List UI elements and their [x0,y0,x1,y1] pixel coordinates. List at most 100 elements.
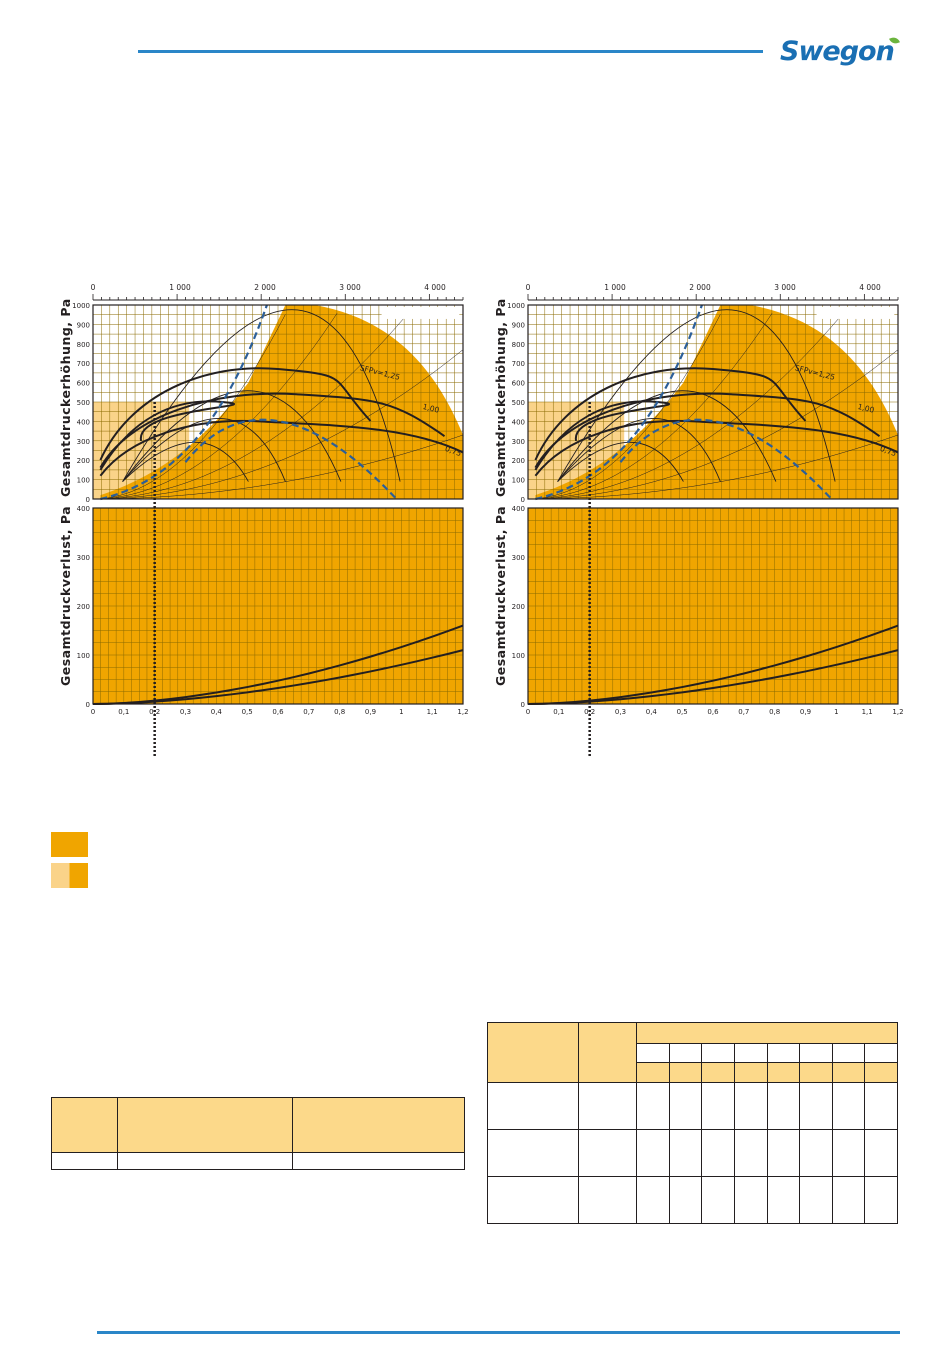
efficiency-arc [122,390,342,482]
table-left [51,1097,465,1170]
table-right-cell [733,1129,768,1177]
table-right-cell [864,1176,898,1224]
table-right-header-cell [636,1022,898,1044]
lower-y-axis-label-left: Gesamtdruckverlust, Pa [58,505,73,686]
lower-y-tick: 0 [86,701,90,709]
table-right-subheader-cell [668,1043,703,1063]
upper-y-tick: 200 [77,457,90,465]
table-right-cell [766,1176,801,1224]
lower-y-tick: 400 [512,505,525,513]
bottom-tick-label: 1,1 [862,708,873,716]
table-right-subheader-cell [733,1062,768,1083]
table-right-subheader-cell [701,1043,735,1063]
bottom-tick-label: 0,7 [303,708,314,716]
table-right-cell [636,1082,670,1130]
table-right-cell [636,1176,670,1224]
bottom-tick-label: 0,7 [738,708,749,716]
upper-y-tick: 400 [77,418,90,426]
swegon-logo: Swegon [780,36,895,67]
table-right-cell [701,1129,735,1177]
efficiency-arc [122,418,286,482]
bottom-tick-label: 0,4 [211,708,223,716]
legend-swatch-split [51,863,88,888]
efficiency-arc [122,309,401,482]
table-left-header-cell [117,1097,293,1153]
dashed-limit-curve [100,304,268,501]
fan-curve [534,400,670,471]
lower-y-tick: 200 [77,603,90,611]
fan-curve [534,419,899,477]
table-right-cell [701,1082,735,1130]
upper-y-tick: 1000 [507,302,525,310]
table-right-cell [831,1176,866,1224]
lower-y-tick: 300 [512,554,525,562]
upper-y-tick: 300 [512,438,525,446]
upper-y-axis-label-right: Gesamtdruckerhöhung, Pa [493,298,508,497]
bottom-tick-label: 0,6 [272,708,284,716]
system-curve [527,434,899,500]
system-curve [92,314,286,500]
table-right-subheader-cell [864,1043,898,1063]
bottom-tick-label: 0 [91,708,95,716]
bottom-tick-label: 1,1 [427,708,438,716]
table-right-subheader-cell [831,1043,866,1063]
fan-curve [99,392,446,469]
table-right-subheader-cell [701,1062,735,1083]
fan-curve [99,367,372,461]
table-right-subheader-cell [636,1043,670,1063]
bottom-tick-label: 0,8 [334,708,345,716]
bottom-tick-label: 0 [526,708,530,716]
lower-y-tick: 100 [77,652,90,660]
header-rule [138,50,763,53]
table-right-cell [799,1129,833,1177]
upper-y-tick: 900 [512,321,525,329]
top-tick-label: 2 000 [689,283,711,292]
table-right-subheader-cell [636,1062,670,1083]
lower-frame [527,507,899,705]
upper-y-tick: 600 [512,380,525,388]
lower-y-tick: 400 [77,505,90,513]
fan-curve [534,392,881,469]
upper-y-tick: 700 [512,360,525,368]
table-right-cell [864,1129,898,1177]
sfp-label: 1,00 [422,402,441,415]
table-right-cell [578,1129,637,1177]
table-left-header-cell [292,1097,465,1153]
system-curve [92,434,464,500]
lower-y-axis-label-right: Gesamtdruckverlust, Pa [493,505,508,686]
bottom-tick-label: 0,6 [707,708,719,716]
table-right-cell [799,1176,833,1224]
top-tick-label: 1 000 [604,283,626,292]
top-tick-label: 4 000 [859,283,881,292]
table-right-cell [733,1082,768,1130]
table-right-header-cell [578,1022,637,1083]
lower-frame [92,507,464,705]
label-box [816,306,895,319]
table-right-cell [487,1129,579,1177]
upper-y-tick: 400 [512,418,525,426]
table-left-cell [51,1152,118,1170]
table-right-cell [766,1082,801,1130]
legend-swatch-orange [51,832,88,857]
bottom-tick-label: 1 [399,708,403,716]
top-tick-label: 3 000 [339,283,361,292]
upper-y-tick: 800 [512,341,525,349]
table-right-cell [487,1082,579,1130]
upper-y-tick: 1000 [72,302,90,310]
upper-y-tick: 100 [512,477,525,485]
table-right-subheader-cell [733,1043,768,1063]
top-tick-label: 3 000 [774,283,796,292]
bottom-tick-label: 0,1 [553,708,564,716]
system-curve [92,309,412,500]
table-right-subheader-cell [831,1062,866,1083]
efficiency-arc [557,309,836,482]
upper-y-tick: 100 [77,477,90,485]
table-right [487,1022,898,1224]
table-right-cell [799,1082,833,1130]
table-right-subheader-cell [668,1062,703,1083]
lower-y-tick: 300 [77,554,90,562]
table-right-subheader-cell [864,1062,898,1083]
lower-y-tick: 100 [512,652,525,660]
bottom-tick-label: 0,5 [677,708,688,716]
